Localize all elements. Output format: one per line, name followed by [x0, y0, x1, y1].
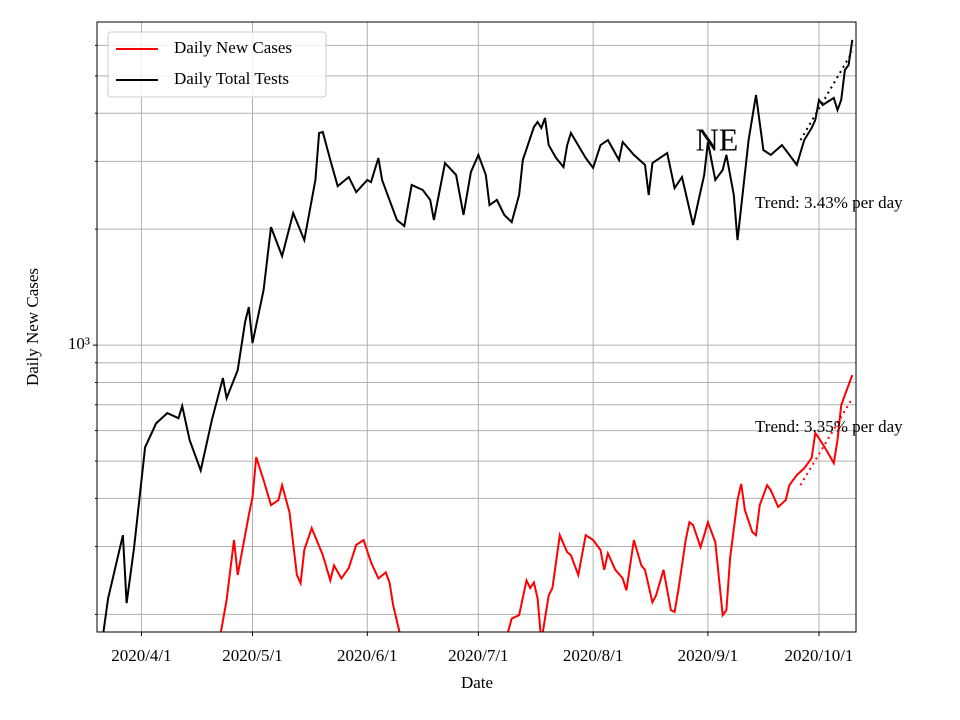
trend-label: Trend: 3.35% per day [755, 417, 903, 436]
legend-frame [107, 31, 327, 98]
x-tick-label: 2020/9/1 [678, 646, 738, 665]
legend: Daily New Cases Daily Total Tests [107, 31, 327, 98]
trend-line [799, 397, 854, 486]
y-tick-label: 10³ [68, 334, 90, 353]
x-tick-label: 2020/5/1 [222, 646, 282, 665]
annotation: NE [696, 121, 739, 157]
legend-label: Daily New Cases [174, 38, 292, 57]
x-tick-label: 2020/8/1 [563, 646, 623, 665]
x-tick-label: 2020/6/1 [337, 646, 397, 665]
x-tick-label: 2020/10/1 [784, 646, 853, 665]
axes-frame [96, 21, 857, 633]
plot-area [102, 39, 854, 632]
x-axis-label: Date [461, 673, 493, 692]
x-tick-label: 2020/4/1 [111, 646, 171, 665]
series-line [102, 39, 854, 632]
y-axis-label: Daily New Cases [23, 268, 42, 386]
x-tick-label: 2020/7/1 [448, 646, 508, 665]
trend-line [799, 51, 854, 141]
trend-label: Trend: 3.43% per day [755, 193, 903, 212]
series-line [219, 374, 854, 632]
legend-label: Daily Total Tests [174, 69, 289, 88]
